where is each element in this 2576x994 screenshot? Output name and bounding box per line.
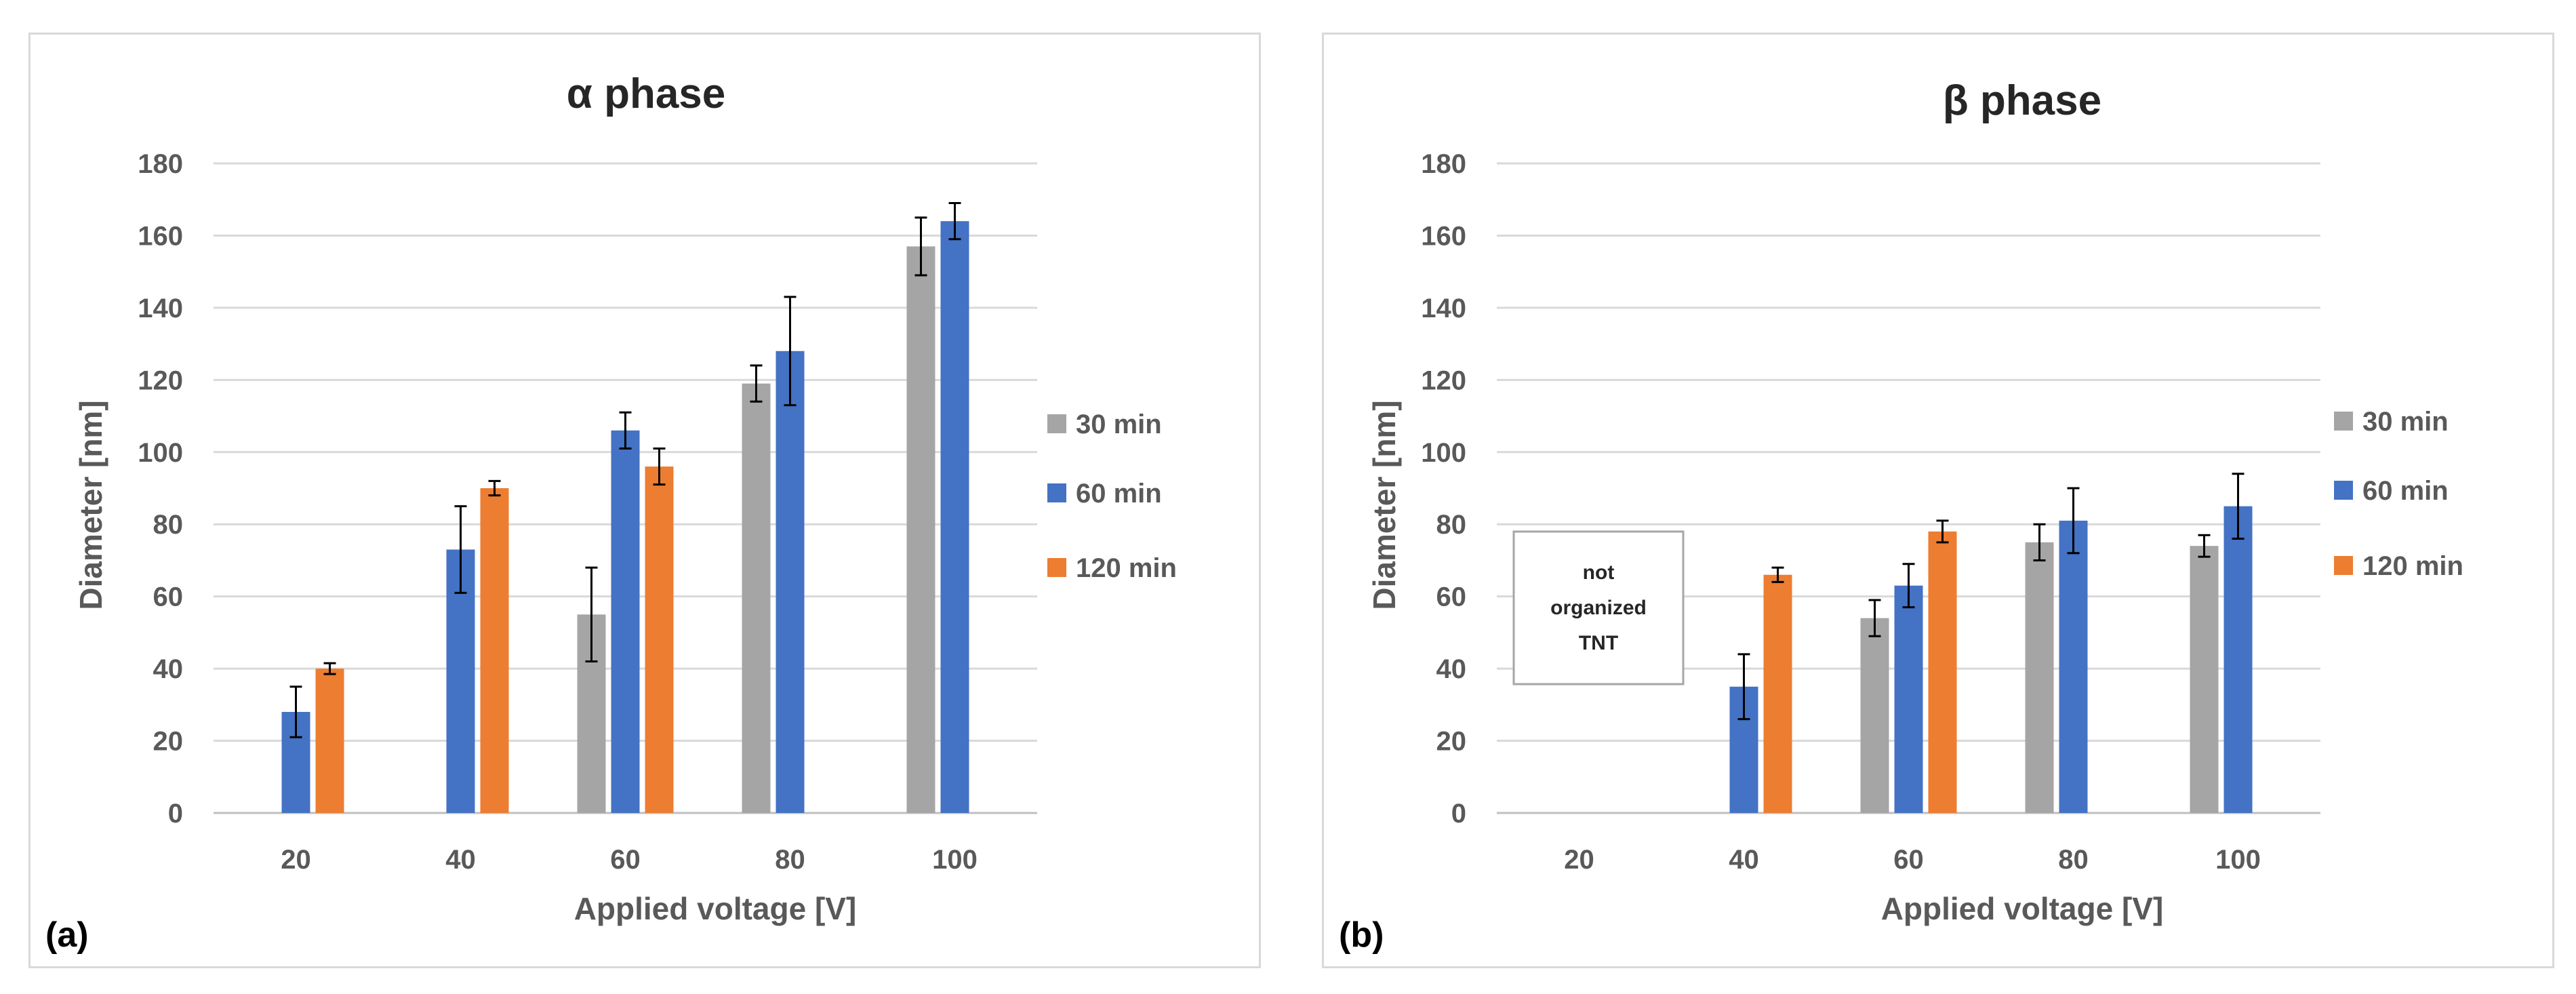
bar-60-min-100V [2223, 506, 2253, 813]
y-tick-label: 80 [1436, 510, 1467, 540]
chart-panel-alpha: 0 20 40 60 80 100 120 140 160 180 20 40 60 80 100 30 … [28, 33, 1261, 968]
annotation-line: not [1583, 561, 1615, 584]
y-tick-label: 160 [1421, 221, 1466, 251]
panel-label: (b) [1339, 915, 1384, 955]
bar-120-min-60V [1928, 531, 1957, 813]
legend-label: 120 min [1076, 553, 1177, 583]
bar-30-min-100V [2190, 546, 2219, 813]
y-axis-title: Diameter [nm] [1367, 400, 1402, 610]
legend-label: 120 min [2362, 551, 2463, 581]
chart-title: α phase [567, 71, 726, 117]
x-tick-label: 20 [281, 845, 311, 875]
y-tick-label: 80 [153, 510, 184, 540]
x-tick-label: 80 [2058, 845, 2089, 875]
bar-30-min-100V [906, 246, 935, 813]
error-bar [2067, 487, 2080, 555]
bar-30-min-60V [1860, 618, 1889, 813]
y-tick-label: 40 [153, 654, 184, 684]
chart-svg-alpha: 0 20 40 60 80 100 120 140 160 180 20 40 60 80 100 30 … [45, 71, 1177, 955]
x-tick-label: 40 [445, 845, 476, 875]
bar-120-min-40V [480, 488, 509, 813]
error-bar [289, 685, 302, 738]
legend-label: 60 min [2362, 476, 2449, 506]
y-tick-label: 40 [1436, 654, 1467, 684]
error-bar [2198, 534, 2211, 558]
error-bar [653, 447, 666, 486]
y-axis-title: Diameter [nm] [73, 400, 108, 610]
x-axis-title: Applied voltage [V] [1881, 891, 2164, 926]
y-tick-label: 120 [1421, 365, 1466, 395]
y-tick-label: 140 [138, 294, 183, 323]
annotation-line: TNT [1579, 632, 1618, 654]
y-tick-label: 160 [138, 221, 183, 251]
error-bar [1868, 599, 1881, 637]
legend-swatch [1047, 414, 1066, 433]
y-tick-label: 60 [153, 582, 184, 612]
bar-30-min-80V [2025, 542, 2054, 813]
bar-60-min-100V [940, 221, 969, 814]
error-bar [585, 566, 598, 662]
y-tick-label: 60 [1436, 582, 1467, 612]
y-tick-label: 100 [138, 438, 183, 468]
y-tick-label: 180 [138, 149, 183, 179]
error-bar [454, 505, 467, 594]
bar-60-min-80V [776, 351, 805, 813]
chart-title: β phase [1943, 77, 2101, 124]
x-tick-label: 20 [1564, 845, 1594, 875]
error-bar [619, 411, 632, 450]
bar-60-min-60V [611, 430, 640, 813]
legend-label: 30 min [2362, 407, 2449, 437]
error-bar [914, 216, 927, 277]
error-bar [323, 662, 336, 675]
error-bar [750, 364, 763, 403]
y-tick-label: 0 [1451, 799, 1466, 829]
bar-120-min-60V [645, 466, 674, 813]
error-bar [2232, 473, 2245, 540]
error-bar [784, 296, 797, 407]
error-bar [2033, 523, 2046, 561]
x-tick-label: 100 [2215, 845, 2261, 875]
y-tick-label: 180 [1421, 149, 1466, 179]
x-tick-label: 60 [1893, 845, 1924, 875]
annotation-line: organized [1550, 597, 1647, 619]
error-bar [1771, 566, 1784, 583]
bar-60-min-80V [2059, 520, 2088, 813]
bar-120-min-40V [1763, 574, 1792, 813]
legend-swatch [2334, 412, 2353, 431]
x-tick-label: 60 [610, 845, 641, 875]
y-tick-label: 0 [168, 799, 183, 829]
legend-swatch [2334, 481, 2353, 500]
bar-120-min-20V [315, 669, 344, 813]
annotation-box: not organized TNT [1512, 530, 1685, 685]
chart-svg-beta: 0 20 40 60 80 100 120 140 160 180 20 40 60 80 100 30 … [1339, 77, 2463, 955]
error-bar [1936, 519, 1949, 544]
x-axis-title: Applied voltage [V] [574, 891, 857, 926]
y-tick-label: 20 [1436, 727, 1467, 757]
error-bar [948, 202, 961, 241]
legend-swatch [1047, 558, 1066, 577]
error-bar [1902, 563, 1915, 609]
y-tick-label: 100 [1421, 438, 1466, 468]
y-tick-label: 20 [153, 727, 184, 757]
y-tick-label: 120 [138, 365, 183, 395]
bar-60-min-60V [1894, 585, 1923, 813]
x-tick-label: 40 [1729, 845, 1759, 875]
legend-swatch [1047, 483, 1066, 502]
bar-30-min-80V [742, 383, 771, 813]
error-bar [1737, 653, 1750, 721]
legend-label: 60 min [1076, 479, 1162, 509]
y-tick-label: 140 [1421, 294, 1466, 323]
legend-swatch [2334, 556, 2353, 575]
panel-label: (a) [45, 915, 89, 955]
x-tick-label: 80 [775, 845, 805, 875]
x-tick-label: 100 [932, 845, 978, 875]
legend-label: 30 min [1076, 410, 1162, 439]
chart-panel-beta: 0 20 40 60 80 100 120 140 160 180 20 40 60 80 100 30 … [1322, 33, 2554, 968]
error-bar [488, 479, 501, 497]
